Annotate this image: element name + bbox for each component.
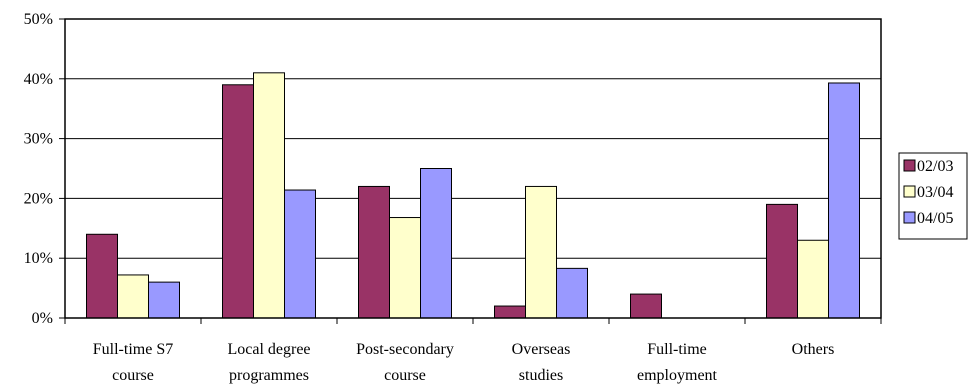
y-tick-label: 20% — [24, 190, 53, 207]
legend-label: 04/05 — [917, 210, 953, 227]
y-tick-label: 50% — [24, 11, 53, 28]
x-category-label-line: employment — [637, 367, 718, 384]
x-category-label: Post-secondary course — [356, 341, 454, 384]
bar-02-03 — [358, 185, 390, 319]
bar-04-05 — [828, 82, 860, 319]
y-tick-label: 10% — [24, 250, 53, 267]
bar-02-03 — [86, 233, 118, 319]
legend: 02/03 03/04 04/05 — [898, 152, 968, 240]
x-category-label-line: programmes — [229, 367, 309, 384]
bar-03-04 — [117, 274, 149, 319]
x-category-label-line: course — [384, 367, 426, 384]
x-category-label-line: studies — [519, 367, 563, 384]
bar-03-04 — [797, 239, 829, 319]
x-category-label: Others — [792, 341, 835, 358]
legend-label: 02/03 — [917, 158, 953, 175]
x-axis: Full-time S7 course Local degree programmes… — [64, 318, 882, 384]
x-category-label-line: Others — [792, 341, 835, 358]
x-category-label-line: Post-secondary — [356, 341, 454, 358]
y-tick-label: 0% — [32, 310, 53, 327]
x-category-label-line: Overseas — [512, 341, 571, 358]
legend-label: 03/04 — [917, 184, 953, 201]
x-category-label: Local degree programmes — [227, 341, 310, 384]
x-category-label: Full-time S7 course — [93, 341, 173, 384]
bar-03-04 — [525, 185, 557, 319]
bar-03-04 — [253, 72, 285, 319]
x-category-label-line: Full-time S7 — [93, 341, 173, 358]
y-axis: 0% 10% 20% 30% 40% 50% — [24, 11, 65, 327]
bar-02-03 — [222, 84, 254, 319]
bar-03-04 — [389, 217, 421, 319]
x-category-label-line: Local degree — [227, 341, 310, 358]
grid-lines — [65, 78, 881, 259]
bar-04-05 — [556, 267, 588, 319]
bars — [86, 72, 860, 319]
y-tick-label: 40% — [24, 71, 53, 88]
bar-02-03 — [494, 305, 526, 319]
bar-04-05 — [420, 168, 452, 319]
bar-04-05 — [148, 281, 180, 319]
legend-swatch — [903, 159, 916, 172]
plot-area-frame — [64, 18, 882, 319]
y-tick-label: 30% — [24, 131, 53, 148]
bar-02-03 — [766, 203, 798, 319]
bar-04-05 — [284, 189, 316, 319]
x-category-label-line: Full-time — [647, 341, 707, 358]
x-category-label: Overseas studies — [512, 341, 571, 384]
x-category-label-line: course — [112, 367, 154, 384]
legend-swatch — [903, 211, 916, 224]
x-category-label: Full-time employment — [637, 341, 718, 384]
legend-swatch — [903, 185, 916, 198]
bar-02-03 — [630, 293, 662, 319]
